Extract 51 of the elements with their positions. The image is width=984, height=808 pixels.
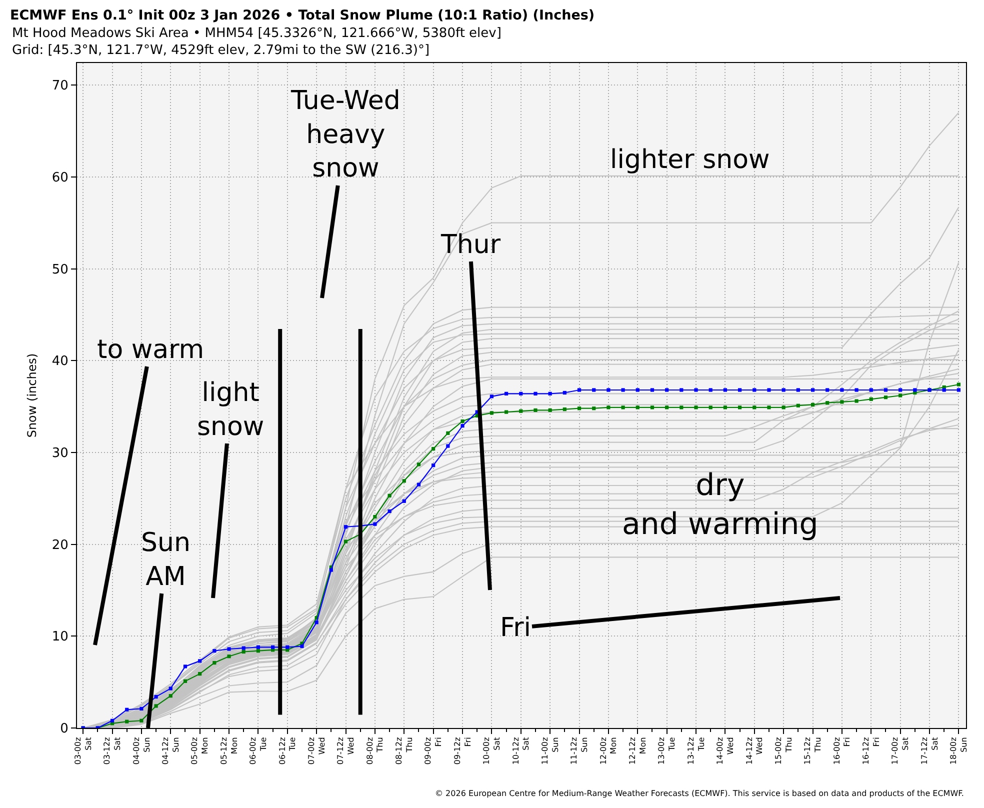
x-tick-label: 10-12z Sat bbox=[511, 737, 531, 765]
y-tick-label: 40 bbox=[52, 354, 68, 370]
x-tick-label: 06-12z Tue bbox=[278, 737, 298, 765]
y-tick-label: 10 bbox=[52, 630, 68, 645]
x-tick-label: 09-00z Fri bbox=[424, 737, 444, 765]
annotation: Sun AM bbox=[141, 528, 190, 592]
chart-subtitle: Mt Hood Meadows Ski Area • MHM54 [45.3326°N, 121.666°W, 5380ft elev] Grid: [45.3°N, 121.7°W, 4529ft elev, 2.79mi to the SW (216.3)°] bbox=[12, 26, 502, 58]
y-tick-label: 20 bbox=[52, 538, 68, 553]
x-tick-label: 10-00z Sat bbox=[482, 737, 502, 765]
x-tick-label: 11-12z Sun bbox=[570, 737, 590, 765]
x-tick-label: 06-00z Tue bbox=[248, 737, 268, 765]
x-tick-label: 17-00z Sat bbox=[890, 737, 910, 765]
y-tick-label: 30 bbox=[52, 446, 68, 461]
x-tick-label: 17-12z Sat bbox=[920, 737, 940, 765]
annotation: light snow bbox=[197, 378, 264, 442]
x-tick-label: 16-12z Fri bbox=[862, 737, 881, 765]
chart-title: ECMWF Ens 0.1° Init 00z 3 Jan 2026 • Total Snow Plume (10:1 Ratio) (Inches) bbox=[10, 8, 595, 24]
x-tick-label: 11-00z Sun bbox=[540, 737, 560, 765]
y-tick-label: 60 bbox=[52, 170, 68, 186]
y-tick-label: 70 bbox=[52, 78, 68, 94]
annotation: Thur bbox=[440, 230, 501, 260]
x-tick-label: 12-00z Mon bbox=[598, 737, 618, 765]
x-tick-label: 16-00z Fri bbox=[832, 737, 852, 765]
x-tick-label: 08-00z Thu bbox=[365, 737, 385, 765]
annotation: dry and warming bbox=[622, 468, 818, 542]
x-tick-label: 13-00z Tue bbox=[657, 737, 677, 765]
x-tick-label: 03-12z Sat bbox=[102, 737, 122, 765]
x-tick-label: 04-12z Sun bbox=[161, 737, 180, 765]
y-tick-label: 50 bbox=[52, 262, 68, 278]
y-tick-label: 0 bbox=[60, 722, 68, 737]
y-axis-title: Snow (inches) bbox=[25, 353, 40, 438]
annotation: to warm bbox=[97, 335, 204, 365]
x-tick-label: 07-12z Wed bbox=[336, 737, 356, 765]
x-tick-label: 14-12z Wed bbox=[744, 737, 764, 765]
x-tick-label: 08-12z Thu bbox=[394, 737, 414, 765]
x-tick-label: 18-00z Sun bbox=[949, 737, 968, 765]
x-tick-label: 13-12z Tue bbox=[686, 737, 706, 765]
x-tick-label: 14-00z Wed bbox=[716, 737, 735, 765]
annotation: lighter snow bbox=[610, 145, 770, 175]
x-tick-label: 15-12z Thu bbox=[803, 737, 823, 765]
x-tick-label: 07-00z Wed bbox=[306, 737, 326, 765]
text: © 2026 European Centre for Medium-Range Weather Forecasts (ECMWF). This service is based on data and products of the ECMWF. bbox=[435, 789, 964, 798]
x-tick-label: 05-00z Mon bbox=[190, 737, 210, 765]
annotation: Tue-Wed heavy snow bbox=[290, 86, 400, 184]
x-tick-label: 04-00z Sun bbox=[132, 737, 152, 765]
x-tick-label: 09-12z Fri bbox=[452, 737, 472, 765]
x-tick-label: 15-00z Thu bbox=[774, 737, 794, 765]
x-tick-label: 05-12z Mon bbox=[219, 737, 239, 765]
x-tick-label: 12-12z Mon bbox=[628, 737, 648, 765]
x-tick-label: 03-00z Sat bbox=[73, 737, 93, 765]
annotation: Fri bbox=[500, 613, 531, 643]
